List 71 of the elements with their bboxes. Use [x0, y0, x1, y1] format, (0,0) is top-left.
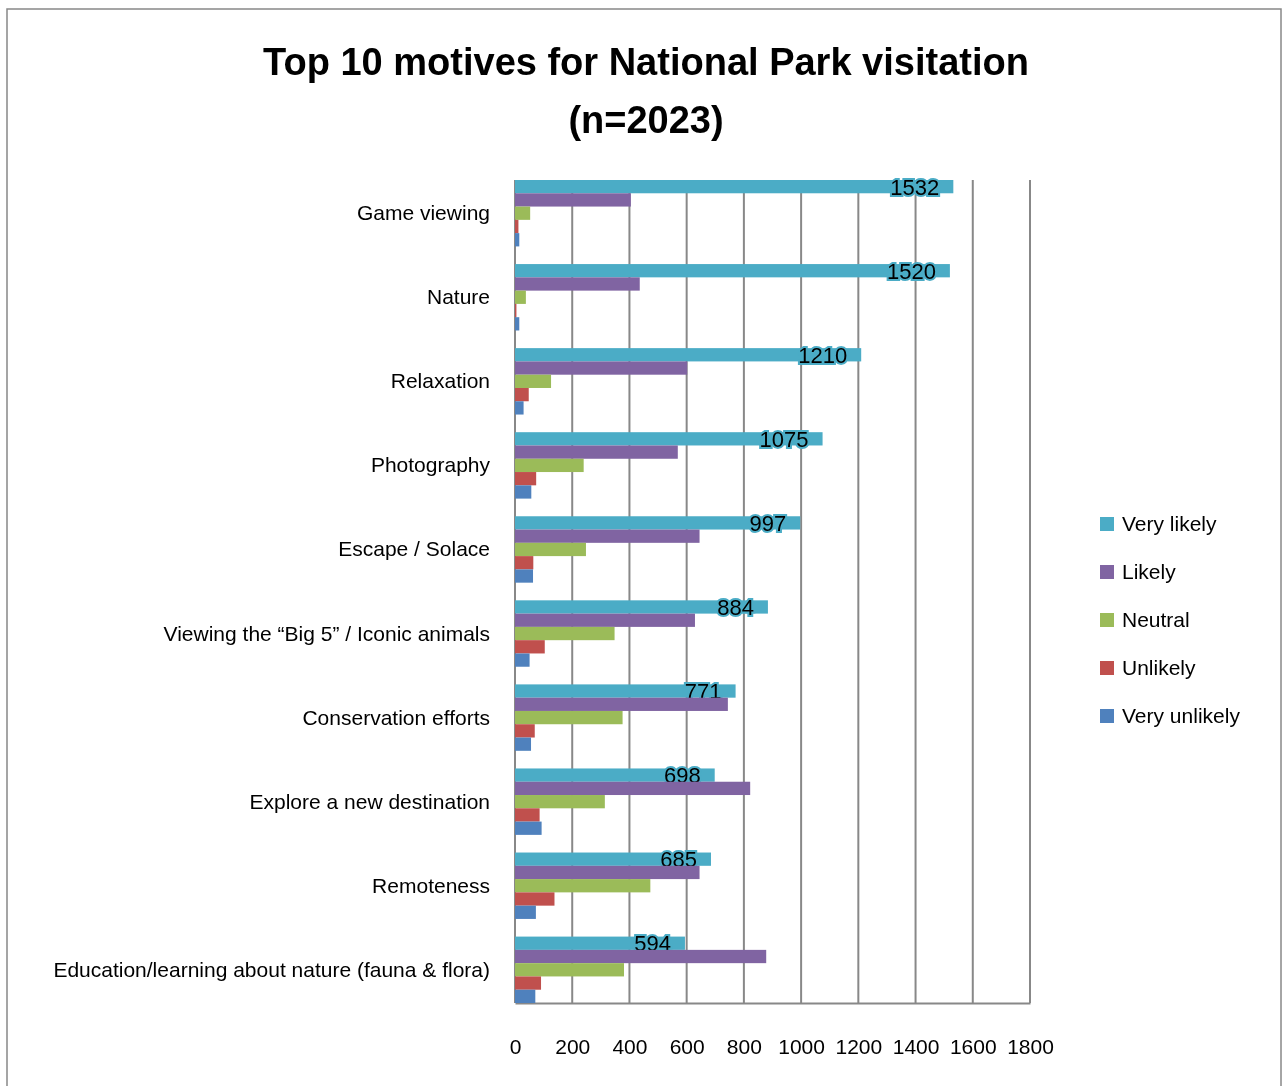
bar	[515, 485, 532, 499]
bar	[515, 613, 695, 627]
y-tick-label: Escape / Solace	[338, 537, 490, 561]
legend-label: Likely	[1122, 560, 1177, 583]
bar	[515, 795, 605, 809]
y-tick-label: Nature	[426, 285, 490, 309]
bar	[515, 724, 535, 738]
legend-label: Very unlikely	[1122, 704, 1241, 727]
bar	[515, 317, 520, 331]
bar	[515, 808, 540, 822]
x-tick-label: 200	[555, 1034, 591, 1058]
bar	[515, 233, 520, 247]
bar	[515, 697, 728, 711]
bar	[515, 374, 552, 388]
bar	[515, 472, 537, 486]
x-tick-label: 1800	[1007, 1034, 1054, 1058]
bar	[515, 569, 534, 583]
bar	[515, 949, 767, 964]
data-label: 1075	[759, 426, 809, 452]
bar	[515, 193, 631, 207]
bar	[515, 976, 542, 990]
y-tick-label: Relaxation	[390, 369, 490, 393]
y-tick-label: Viewing the “Big 5” / Iconic animals	[163, 621, 490, 645]
legend-label: Unlikely	[1122, 656, 1197, 679]
y-tick-label: Photography	[370, 453, 491, 477]
bar	[515, 206, 531, 220]
bar	[515, 640, 545, 654]
bar	[515, 600, 768, 614]
data-label: 884	[717, 594, 754, 620]
data-label: 997	[749, 510, 787, 536]
bar	[515, 445, 678, 459]
bar	[515, 277, 640, 291]
y-tick-label: Explore a new destination	[249, 789, 490, 813]
x-tick-label: 1400	[892, 1034, 940, 1058]
bar	[515, 556, 534, 570]
data-label: 1210	[798, 342, 848, 368]
bar	[515, 781, 751, 796]
bar	[515, 710, 623, 725]
bar	[515, 290, 526, 304]
bar	[515, 387, 529, 402]
bar	[515, 963, 625, 977]
x-tick-label: 400	[612, 1034, 648, 1058]
x-tick-label: 800	[726, 1034, 762, 1058]
x-tick-label: 600	[669, 1034, 705, 1058]
chart-title: Top 10 motives for National Park visitation (n=2023)	[263, 41, 1029, 141]
bar	[515, 529, 700, 543]
bar	[515, 905, 536, 919]
bar	[515, 865, 700, 880]
bar	[515, 516, 801, 530]
bar	[515, 989, 536, 1003]
y-tick-label: Game viewing	[356, 201, 490, 225]
y-tick-label: Conservation efforts	[302, 705, 490, 729]
x-tick-label: 0	[509, 1034, 522, 1058]
bar	[515, 892, 555, 906]
bar	[515, 653, 530, 667]
y-tick-label: Education/learning about nature (fauna & flora)	[53, 957, 490, 981]
bar	[515, 684, 736, 698]
bar	[515, 401, 524, 415]
legend-label: Neutral	[1122, 608, 1190, 631]
bar	[515, 458, 584, 473]
bar	[515, 737, 532, 751]
legend-label: Very likely	[1122, 512, 1218, 535]
bar	[515, 542, 586, 557]
x-tick-label: 1200	[835, 1034, 883, 1058]
x-tick-label: 1000	[778, 1034, 825, 1058]
bar	[515, 361, 688, 375]
bar	[515, 626, 615, 641]
bar	[515, 879, 651, 893]
x-tick-label: 1600	[949, 1034, 997, 1058]
bar	[515, 821, 542, 835]
y-tick-label: Remoteness	[372, 873, 490, 897]
